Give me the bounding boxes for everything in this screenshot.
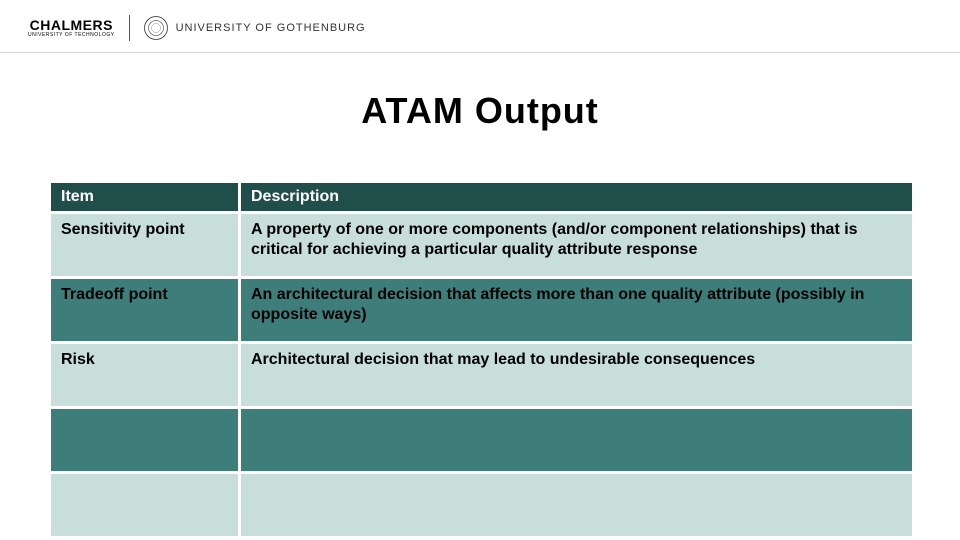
cell-empty bbox=[240, 473, 914, 538]
col-description: Description bbox=[240, 182, 914, 213]
cell-item: Risk bbox=[50, 343, 240, 408]
slide-title: ATAM Output bbox=[0, 90, 960, 132]
table-row-empty bbox=[50, 408, 914, 473]
cell-desc: An architectural decision that affects m… bbox=[240, 278, 914, 343]
gothenburg-wordmark: UNIVERSITY OF GOTHENBURG bbox=[176, 22, 366, 34]
cell-empty bbox=[240, 408, 914, 473]
table-row: Tradeoff point An architectural decision… bbox=[50, 278, 914, 343]
chalmers-logo: CHALMERS UNIVERSITY OF TECHNOLOGY bbox=[28, 18, 115, 38]
cell-item: Sensitivity point bbox=[50, 213, 240, 278]
cell-item: Tradeoff point bbox=[50, 278, 240, 343]
gothenburg-logo: UNIVERSITY OF GOTHENBURG bbox=[144, 16, 366, 40]
cell-empty bbox=[50, 408, 240, 473]
header-rule bbox=[0, 52, 960, 53]
logo-divider bbox=[129, 15, 130, 41]
cell-empty bbox=[50, 473, 240, 538]
chalmers-wordmark: CHALMERS bbox=[30, 18, 113, 32]
table-row: Risk Architectural decision that may lea… bbox=[50, 343, 914, 408]
col-item: Item bbox=[50, 182, 240, 213]
table-header-row: Item Description bbox=[50, 182, 914, 213]
slide: { "header": { "chalmers_name": "CHALMERS… bbox=[0, 0, 960, 540]
cell-desc: Architectural decision that may lead to … bbox=[240, 343, 914, 408]
table-row: Sensitivity point A property of one or m… bbox=[50, 213, 914, 278]
logo-row: CHALMERS UNIVERSITY OF TECHNOLOGY UNIVER… bbox=[28, 12, 932, 44]
chalmers-subtitle: UNIVERSITY OF TECHNOLOGY bbox=[28, 33, 115, 38]
table-row-empty bbox=[50, 473, 914, 538]
cell-desc: A property of one or more components (an… bbox=[240, 213, 914, 278]
gothenburg-seal-icon bbox=[144, 16, 168, 40]
atam-output-table: Item Description Sensitivity point A pro… bbox=[48, 180, 915, 539]
